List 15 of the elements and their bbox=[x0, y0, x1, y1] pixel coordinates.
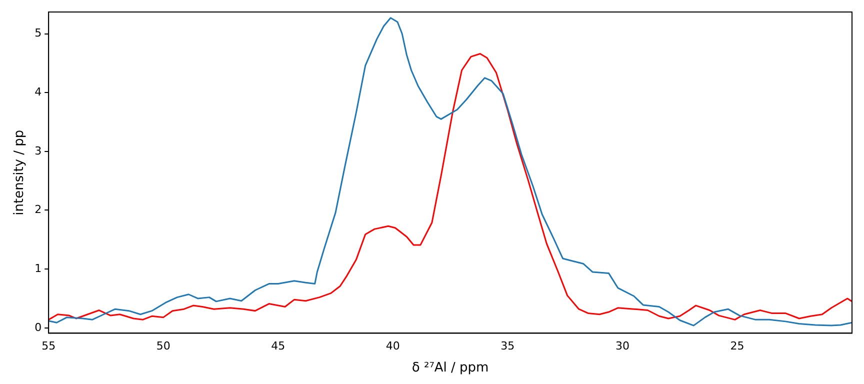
x-tick-label: 30 bbox=[615, 340, 630, 353]
y-tick-label: 0 bbox=[34, 320, 42, 334]
y-tick-label: 2 bbox=[34, 203, 42, 216]
x-tick-label: 25 bbox=[730, 340, 744, 353]
y-tick-label: 3 bbox=[34, 144, 42, 158]
y-tick-label: 5 bbox=[34, 26, 42, 40]
x-tick-label: 40 bbox=[386, 340, 400, 353]
x-tick-label: 55 bbox=[42, 340, 56, 353]
x-tick-label: 35 bbox=[500, 340, 515, 353]
y-tick-label: 4 bbox=[34, 85, 42, 98]
y-axis-title: intensity / pp bbox=[12, 130, 28, 216]
y-tick-label: 1 bbox=[34, 262, 42, 275]
x-tick-label: 45 bbox=[271, 340, 286, 353]
x-tick-label: 50 bbox=[156, 340, 170, 353]
x-axis-title: δ ²⁷Al / ppm bbox=[412, 360, 489, 376]
